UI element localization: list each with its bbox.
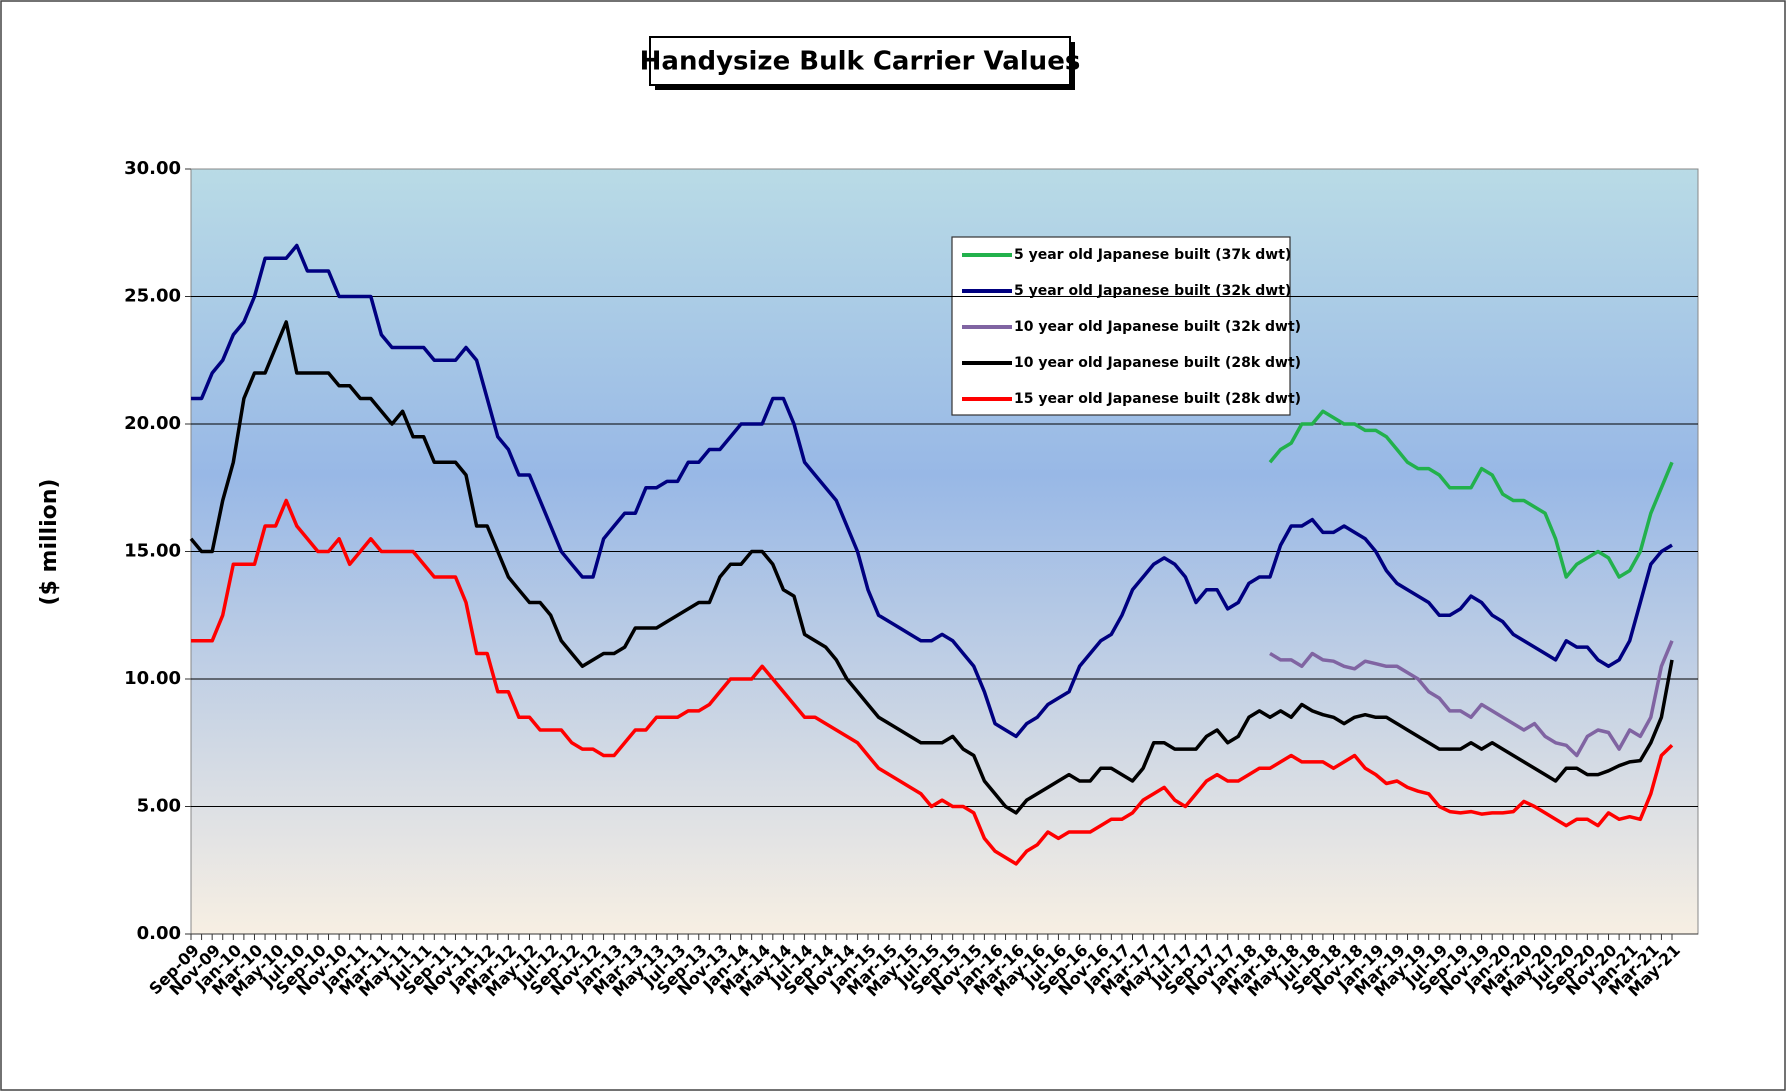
series-line bbox=[191, 243, 1673, 739]
y-axis-label: ($ million) bbox=[37, 479, 62, 606]
legend-label: 15 year old Japanese built (28k dwt) bbox=[1014, 391, 1301, 407]
series-line bbox=[189, 320, 1674, 815]
series-line bbox=[1269, 640, 1674, 758]
chart-title: Handysize Bulk Carrier Values bbox=[640, 47, 1081, 77]
title-box bbox=[649, 36, 1071, 86]
y-tick-label: 10.00 bbox=[124, 668, 181, 689]
y-tick-label: 5.00 bbox=[137, 796, 181, 817]
y-tick-label: 25.00 bbox=[124, 286, 181, 307]
legend-label: 5 year old Japanese built (37k dwt) bbox=[1014, 247, 1291, 263]
y-tick-label: 0.00 bbox=[137, 923, 181, 944]
y-tick-label: 15.00 bbox=[124, 541, 181, 562]
legend-label: 5 year old Japanese built (32k dwt) bbox=[1014, 283, 1291, 299]
legend-label: 10 year old Japanese built (28k dwt) bbox=[1014, 355, 1301, 371]
y-tick-label: 20.00 bbox=[124, 413, 181, 434]
series-line bbox=[191, 498, 1674, 866]
y-tick-label: 30.00 bbox=[124, 158, 181, 179]
legend-label: 10 year old Japanese built (32k dwt) bbox=[1014, 319, 1301, 335]
series-line bbox=[1268, 409, 1674, 579]
